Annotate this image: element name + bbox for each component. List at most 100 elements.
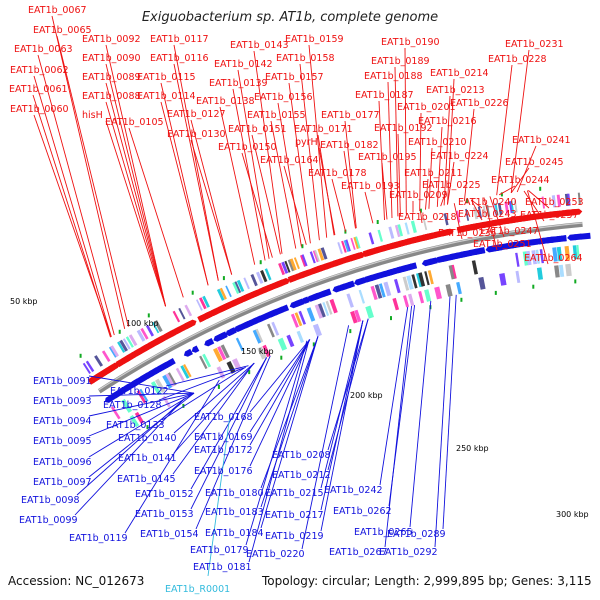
top-gene-label: EAT1b_0067: [28, 5, 87, 16]
inner-feature-block: [257, 346, 267, 360]
bottom-gene-label: EAT1b_0262: [333, 506, 392, 517]
bottom-leader-line: [260, 336, 319, 508]
bottom-leader-line: [158, 367, 244, 401]
gene-labels: EAT1b_0067 EAT1b_0065 EAT1b_0063 EAT1b_0062…: [9, 5, 584, 573]
forward-cog-block: [312, 250, 319, 263]
bottom-leader-line: [249, 339, 311, 413]
bottom-leader-line: [260, 336, 319, 529]
bottom-leader-line: [249, 339, 311, 433]
inner-feature-block: [499, 273, 507, 286]
forward-cog-block: [196, 299, 203, 311]
reverse-cog-block: [121, 398, 133, 413]
bottom-gene-label: EAT1b_0212: [272, 470, 331, 481]
bottom-gene-label: EAT1b_0184: [205, 528, 264, 539]
forward-cog-block: [482, 205, 487, 218]
top-gene-label: EAT1b_0218: [398, 212, 457, 223]
forward-gene-arrow: [444, 228, 454, 236]
top-gene-label: EAT1b_0127: [167, 109, 226, 120]
bottom-gene-label: EAT1b_0093: [33, 396, 92, 407]
reverse-cog-block: [318, 303, 326, 318]
bottom-gene-label: EAT1b_0208: [272, 450, 331, 461]
forward-cog-block: [541, 196, 545, 209]
forward-cog-block: [422, 218, 428, 231]
forward-cog-block: [350, 237, 356, 250]
reverse-gene-arrow: [183, 348, 193, 357]
bottom-gene-label: EAT1b_0099: [19, 515, 78, 526]
forward-cog-block: [145, 324, 154, 337]
bottom-gene-label: EAT1b_0292: [379, 547, 438, 558]
top-gene-label: EAT1b_0190: [381, 37, 440, 48]
top-gene-label: EAT1b_0195: [358, 152, 417, 163]
reverse-cog-block: [213, 347, 223, 363]
marker-tick: [147, 313, 150, 318]
top-gene-label: EAT1b_0143: [230, 40, 289, 51]
top-leader-line: [489, 196, 505, 238]
rna-gene-label: EAT1b_R0001: [165, 584, 231, 595]
reverse-cog-block: [155, 378, 166, 393]
bottom-leader-line: [409, 300, 432, 528]
marker-tick: [301, 244, 304, 249]
bottom-gene-label: EAT1b_0095: [33, 436, 92, 447]
top-leader-line: [160, 82, 209, 286]
top-gene-label: EAT1b_0201: [397, 102, 456, 113]
forward-cog-block: [184, 304, 193, 317]
reverse-cog-block: [325, 300, 333, 315]
inner-feature-block: [226, 361, 236, 374]
top-gene-label: EAT1b_0088: [82, 91, 141, 102]
bottom-leader-line: [434, 296, 451, 548]
top-leader-line: [483, 197, 498, 251]
top-leader-line: [251, 134, 281, 255]
forward-cog-block: [243, 277, 250, 290]
reverse-gene-arrow: [272, 306, 285, 316]
bottom-leader-line: [190, 357, 268, 510]
feature-tracks: [79, 186, 591, 430]
bottom-leader-line: [172, 363, 254, 475]
tick-300kbp: 300 kbp: [556, 510, 589, 519]
top-leader-line: [419, 112, 422, 212]
forward-cog-block: [225, 285, 232, 298]
forward-cog-block: [85, 360, 95, 373]
top-leader-line: [160, 101, 209, 286]
top-gene-label: EAT1b_0253: [525, 197, 584, 208]
top-gene-label: EAT1b_0264: [524, 253, 583, 264]
bottom-gene-label: EAT1b_0172: [194, 445, 253, 456]
bottom-gene-label: EAT1b_0152: [135, 489, 194, 500]
bottom-gene-label: EAT1b_0094: [33, 416, 92, 427]
reverse-gene-arrow: [530, 238, 539, 246]
topology-text: Topology: circular; Length: 2,999,895 bp…: [262, 574, 592, 588]
top-leader-line: [510, 167, 530, 194]
reverse-cog-block: [370, 285, 378, 300]
top-gene-label: EAT1b_0159: [285, 34, 344, 45]
top-gene-label: EAT1b_0105: [105, 117, 164, 128]
top-leader-line: [498, 185, 516, 196]
forward-cog-block: [388, 226, 395, 239]
top-gene-label: EAT1b_0115: [137, 72, 196, 83]
bottom-gene-label: EAT1b_0133: [106, 420, 165, 431]
bottom-gene-label: EAT1b_0181: [193, 562, 252, 573]
top-leader-line: [425, 178, 429, 210]
bottom-leader-line: [245, 340, 308, 546]
reverse-gene-arrow: [216, 331, 228, 341]
top-gene-label: EAT1b_0116: [150, 53, 209, 64]
top-leader-line: [447, 161, 455, 205]
top-leader-line: [443, 95, 451, 206]
top-leader-line: [219, 106, 256, 265]
backbone-line: [97, 221, 583, 394]
marker-tick: [574, 279, 577, 284]
forward-gene-arrow: [355, 251, 366, 260]
inner-feature-block: [408, 293, 415, 307]
bottom-gene-label: EAT1b_0176: [194, 466, 253, 477]
top-gene-label: EAT1b_0235: [438, 228, 497, 239]
top-gene-label: EAT1b_0089: [82, 72, 141, 83]
top-gene-label: EAT1b_0224: [430, 151, 489, 162]
top-leader-line: [105, 44, 167, 307]
forward-cog-block: [136, 329, 146, 342]
top-gene-label: EAT1b_0117: [150, 34, 209, 45]
inner-feature-block: [296, 330, 304, 343]
forward-cog-block: [94, 355, 103, 367]
reverse-cog-block: [346, 293, 354, 308]
top-leader-line: [516, 145, 537, 193]
marker-tick: [191, 290, 194, 295]
